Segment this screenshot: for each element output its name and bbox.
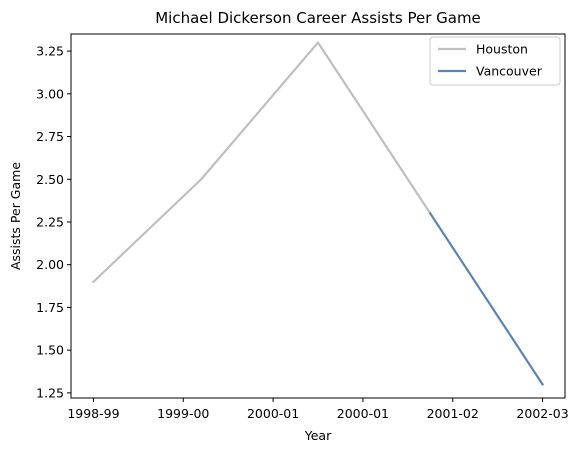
x-tick-label: 1999-00: [157, 406, 209, 421]
y-tick-label: 1.50: [36, 343, 64, 358]
y-axis-ticks: 1.25 1.50 1.75 2.00 2.25 2.50 2.75 3.00 3.25: [36, 44, 71, 400]
x-tick-label: 2002-03: [516, 406, 568, 421]
x-axis-ticks: 1998-99 1999-00 2000-01 2000-01 2001-02 2002-…: [67, 398, 569, 421]
series-line-houston: [91, 41, 432, 284]
plot-frame: [70, 33, 566, 399]
x-tick-label: 2000-01: [337, 406, 389, 421]
y-tick-label: 2.00: [36, 257, 64, 272]
x-axis-label: Year: [304, 428, 332, 443]
series-layer: [91, 41, 545, 386]
y-axis-label: Assists Per Game: [8, 162, 23, 270]
legend-label-houston: Houston: [476, 42, 528, 57]
series-line-vancouver: [428, 211, 545, 386]
legend: Houston Vancouver: [429, 36, 561, 86]
x-tick-label: 2001-02: [427, 406, 479, 421]
chart-title: Michael Dickerson Career Assists Per Gam…: [155, 9, 481, 27]
y-tick-label: 2.50: [36, 172, 64, 187]
y-tick-label: 3.25: [36, 44, 64, 59]
x-tick-label: 2000-01: [247, 406, 299, 421]
y-tick-label: 2.25: [36, 214, 64, 229]
y-tick-label: 3.00: [36, 86, 64, 101]
legend-label-vancouver: Vancouver: [476, 64, 543, 79]
x-tick-label: 1998-99: [67, 406, 119, 421]
y-tick-label: 1.75: [36, 300, 64, 315]
y-tick-label: 1.25: [36, 385, 64, 400]
y-tick-label: 2.75: [36, 129, 64, 144]
